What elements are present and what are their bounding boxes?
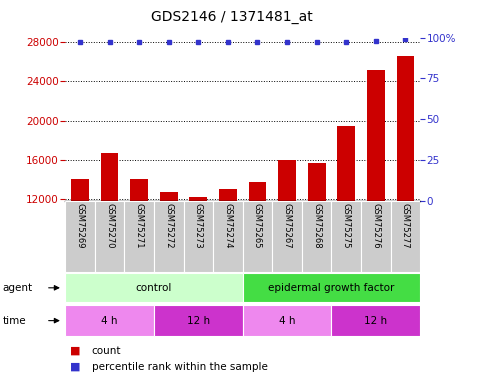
Bar (337, 126, 355, 201)
Bar (101, 153, 118, 201)
Bar (154, 305, 243, 336)
Text: GSM75274: GSM75274 (224, 203, 232, 248)
Text: ■: ■ (70, 346, 81, 355)
Text: GSM75276: GSM75276 (371, 203, 380, 248)
Bar (71, 179, 89, 201)
Bar (189, 197, 207, 201)
Bar (242, 305, 331, 336)
Bar (302, 201, 331, 272)
Bar (95, 201, 125, 272)
Text: GSM75265: GSM75265 (253, 203, 262, 248)
Text: GSM75269: GSM75269 (75, 203, 85, 248)
Bar (154, 201, 184, 272)
Bar (397, 56, 414, 201)
Bar (65, 201, 95, 272)
Bar (272, 201, 302, 272)
Bar (130, 179, 148, 201)
Text: GSM75275: GSM75275 (342, 203, 351, 248)
Text: percentile rank within the sample: percentile rank within the sample (92, 362, 268, 372)
Bar (219, 189, 237, 201)
Bar (125, 201, 154, 272)
Text: count: count (92, 346, 121, 355)
Text: time: time (2, 316, 26, 326)
Text: 12 h: 12 h (187, 316, 210, 326)
Text: GSM75272: GSM75272 (164, 203, 173, 248)
Text: GSM75271: GSM75271 (135, 203, 143, 248)
Text: GSM75270: GSM75270 (105, 203, 114, 248)
Text: 4 h: 4 h (279, 316, 295, 326)
Text: GSM75273: GSM75273 (194, 203, 203, 248)
Text: 4 h: 4 h (101, 316, 118, 326)
Bar (184, 201, 213, 272)
Bar (213, 201, 242, 272)
Bar (308, 162, 326, 201)
Text: agent: agent (2, 283, 32, 293)
Bar (331, 201, 361, 272)
Text: GSM75277: GSM75277 (401, 203, 410, 248)
Text: GSM75267: GSM75267 (283, 203, 292, 248)
Bar (160, 192, 178, 201)
Bar (242, 201, 272, 272)
Bar (367, 70, 384, 201)
Bar (65, 273, 242, 303)
Bar (361, 201, 391, 272)
Bar (249, 182, 267, 201)
Text: control: control (136, 283, 172, 293)
Bar (331, 305, 420, 336)
Text: GSM75268: GSM75268 (312, 203, 321, 248)
Text: GDS2146 / 1371481_at: GDS2146 / 1371481_at (151, 10, 313, 24)
Bar (391, 201, 420, 272)
Text: epidermal growth factor: epidermal growth factor (268, 283, 395, 293)
Text: 12 h: 12 h (364, 316, 387, 326)
Bar (65, 305, 154, 336)
Bar (242, 273, 420, 303)
Bar (278, 160, 296, 201)
Text: ■: ■ (70, 362, 81, 372)
